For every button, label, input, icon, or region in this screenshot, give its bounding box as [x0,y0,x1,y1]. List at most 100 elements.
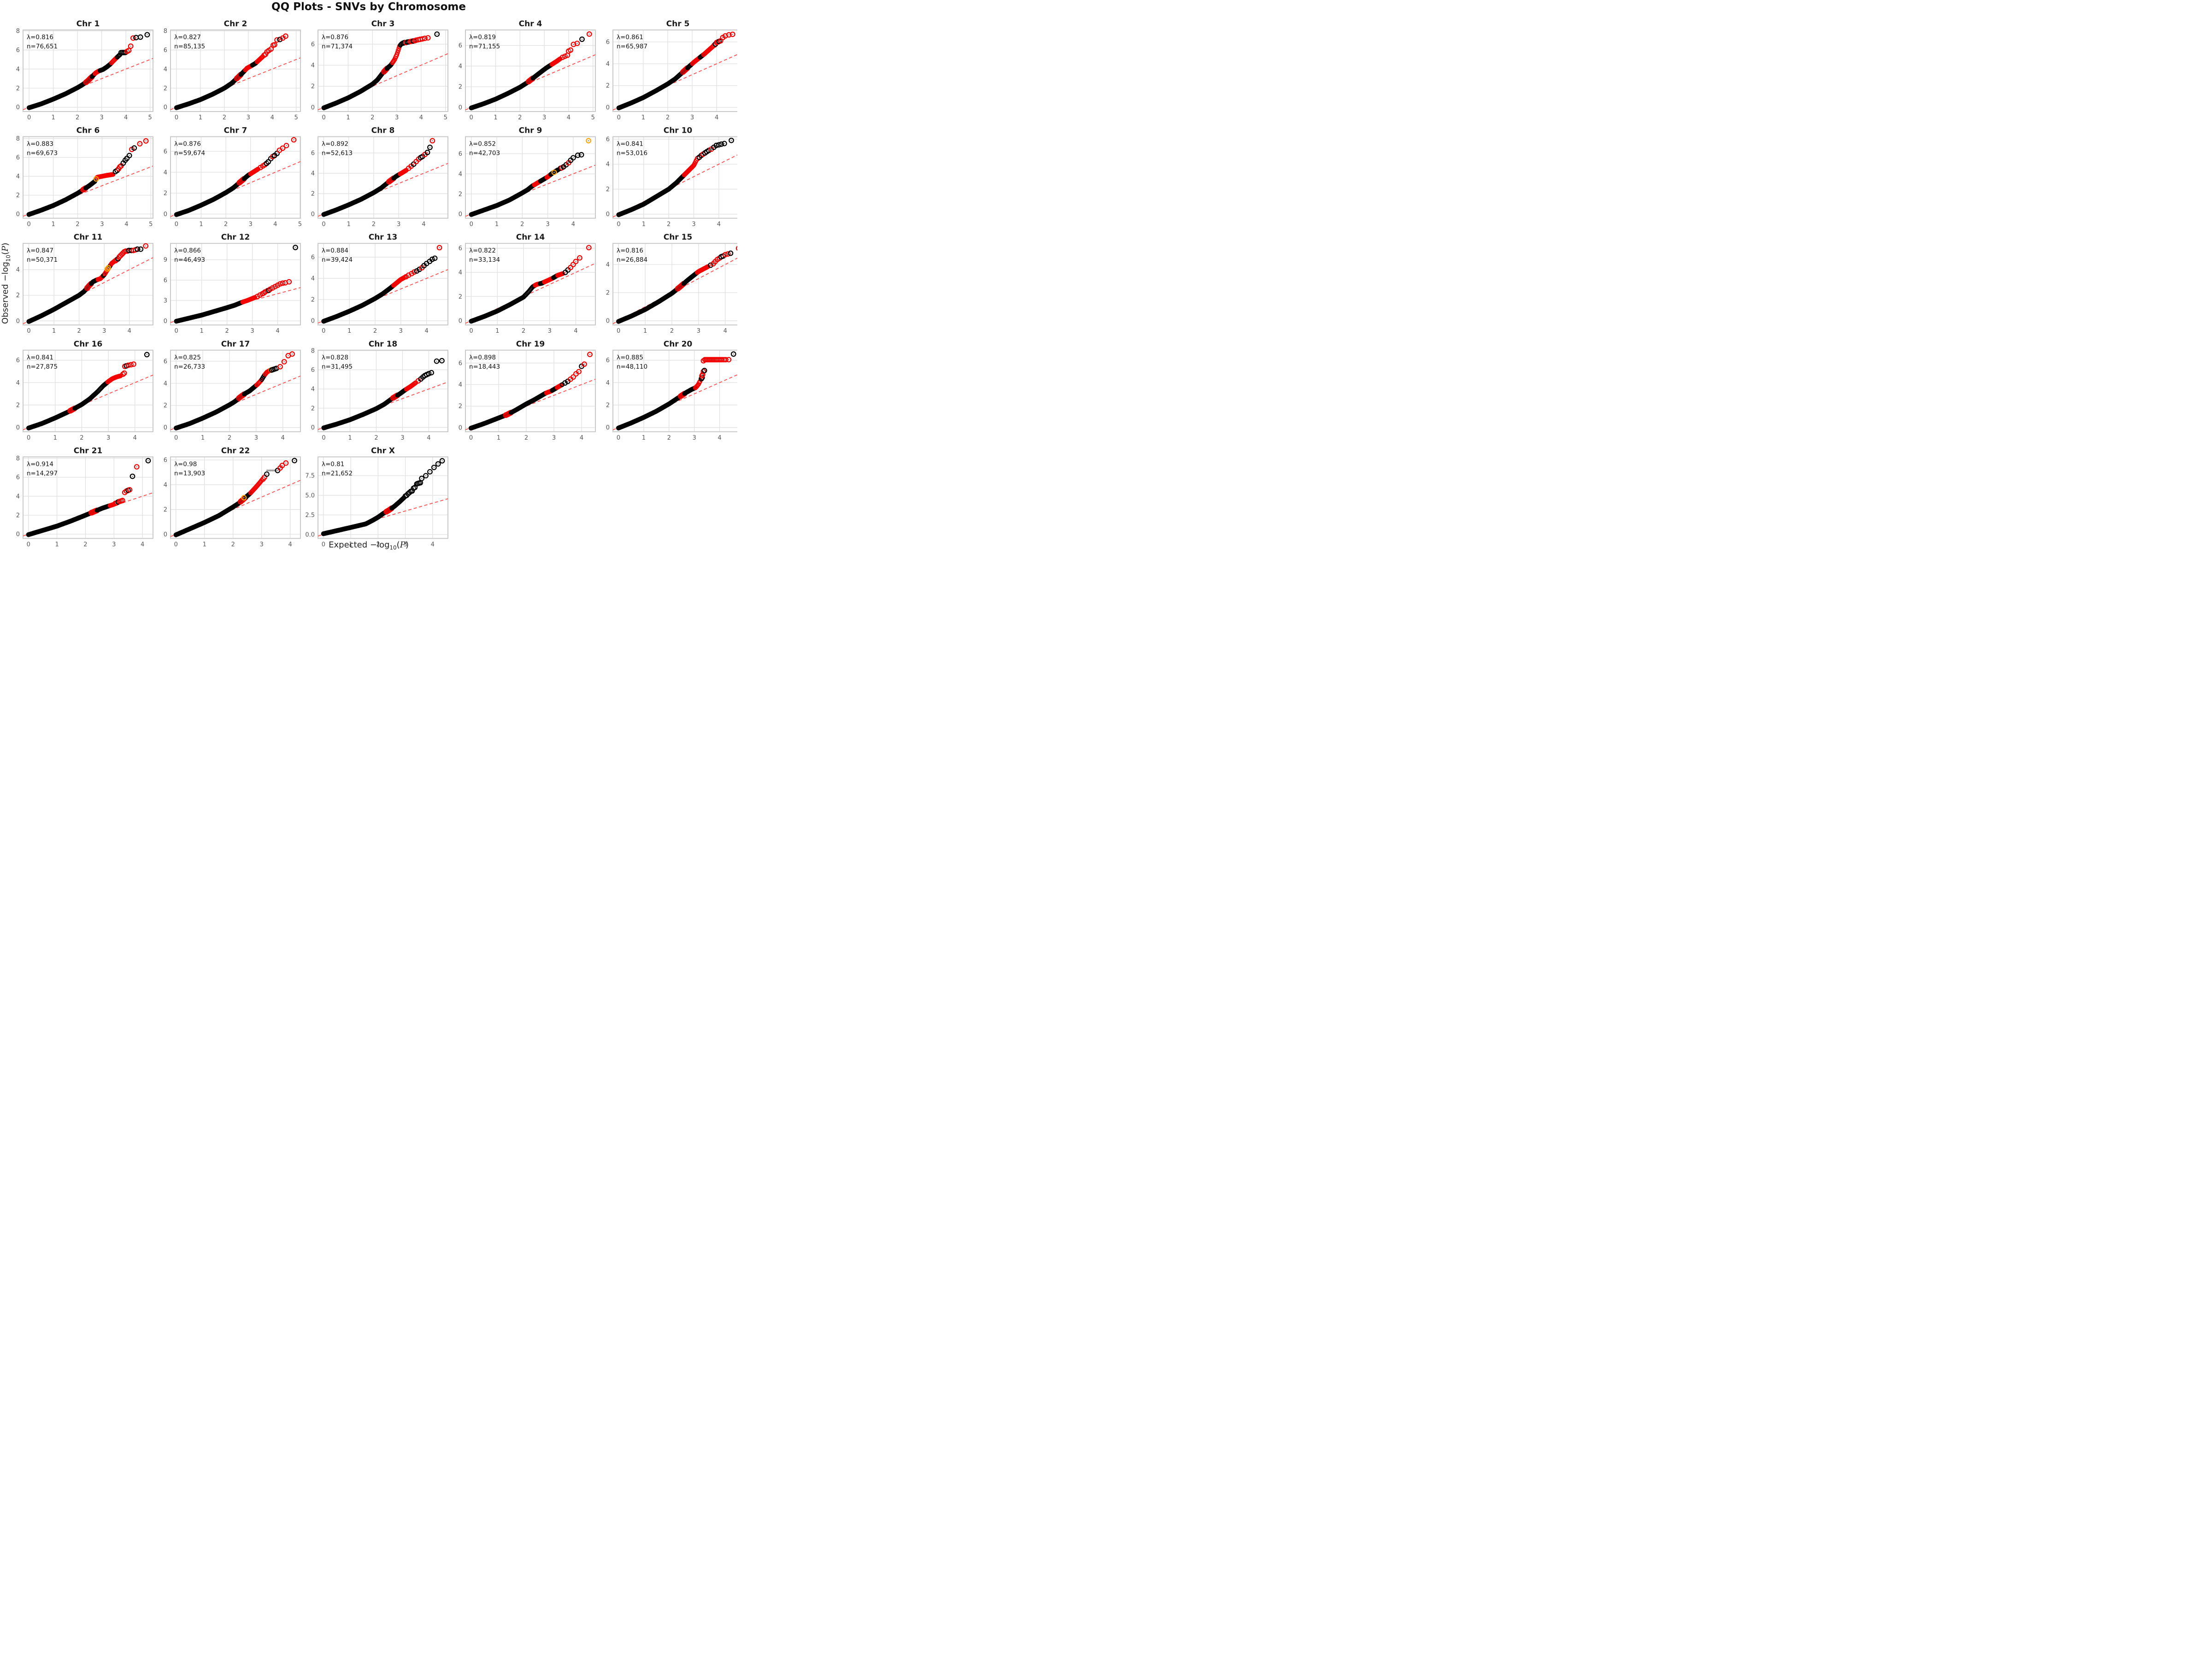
svg-text:7.5: 7.5 [305,473,315,480]
svg-text:1: 1 [346,114,350,121]
svg-text:0: 0 [459,211,462,218]
svg-text:2: 2 [80,435,83,441]
svg-text:0: 0 [27,435,30,441]
svg-text:4: 4 [16,267,20,274]
svg-text:2: 2 [164,402,167,409]
svg-text:2: 2 [16,85,20,92]
svg-text:1: 1 [495,328,499,335]
svg-text:2: 2 [606,186,610,193]
qq-subplot-chr-15: 0 1 2 3 4 0 2 4 Chr 15 λ=0.816 n=26,884 [606,233,737,335]
svg-text:0: 0 [606,211,610,218]
svg-text:4: 4 [281,435,285,441]
svg-text:2: 2 [606,402,610,409]
n-annotation: n=18,443 [469,363,500,371]
svg-text:0: 0 [606,424,610,431]
svg-text:2: 2 [522,328,525,335]
svg-text:4: 4 [16,173,20,180]
svg-text:6: 6 [459,42,462,49]
svg-text:3: 3 [164,298,167,305]
svg-text:1: 1 [642,221,646,228]
svg-text:4: 4 [141,541,144,548]
svg-text:4: 4 [715,114,718,121]
svg-text:1: 1 [200,328,203,335]
svg-text:2: 2 [16,402,20,409]
svg-text:4: 4 [288,541,292,548]
svg-text:8: 8 [16,28,20,35]
qq-subplot-chr-22: 0 1 2 3 4 0 2 4 6 Chr 22 λ=0.98 n=13,903 [164,446,301,548]
n-annotation: n=52,613 [322,150,353,157]
subplot-title: Chr 4 [519,19,542,29]
svg-text:0: 0 [617,221,620,228]
lambda-annotation: λ=0.816 [27,34,53,41]
qq-subplot-chr-16: 0 1 2 3 4 0 2 4 6 Chr 16 λ=0.841 n=27,875 [16,340,153,441]
svg-text:1: 1 [347,328,351,335]
lambda-annotation: λ=0.852 [469,141,496,148]
subplot-title: Chr 22 [221,446,250,455]
svg-text:0: 0 [27,221,31,228]
svg-text:6: 6 [459,360,462,367]
svg-text:0: 0 [617,114,621,121]
qq-subplot-chr-11: 0 1 2 3 4 0 2 4 Chr 11 λ=0.847 n=50,371 [16,233,153,335]
svg-text:2: 2 [224,221,228,228]
svg-text:0: 0 [16,211,20,218]
svg-text:2: 2 [459,191,462,198]
svg-text:3: 3 [247,114,250,121]
svg-text:4: 4 [311,276,315,282]
n-annotation: n=50,371 [27,256,58,264]
svg-text:1: 1 [349,541,353,548]
svg-text:6: 6 [16,47,20,54]
svg-text:4: 4 [606,380,610,387]
figure: QQ Plots - SNVs by Chromosome 0 1 2 3 4 5 0 2 4 6… [0,0,737,553]
svg-text:2: 2 [76,114,79,121]
svg-text:3: 3 [395,114,399,121]
svg-text:1: 1 [641,114,645,121]
svg-text:6: 6 [459,151,462,158]
svg-text:2: 2 [311,83,315,90]
svg-text:3: 3 [692,221,695,228]
n-annotation: n=31,495 [322,363,353,371]
svg-text:0: 0 [311,104,315,111]
subplot-title: Chr 7 [224,126,247,135]
svg-text:0: 0 [606,105,610,112]
n-annotation: n=76,651 [27,43,58,50]
lambda-annotation: λ=0.883 [27,141,53,148]
svg-text:2: 2 [520,221,524,228]
svg-text:4: 4 [567,114,571,121]
svg-text:6: 6 [16,474,20,481]
svg-text:1: 1 [203,541,206,548]
svg-text:1: 1 [52,328,56,335]
qq-subplot-chr-3: 0 1 2 3 4 5 0 2 4 6 Chr 3 λ=0.876 n=71,374 [311,19,448,121]
qq-subplot-chr-18: 0 1 2 3 4 0 2 4 6 8 Chr 18 λ=0.828 n=31,495 [311,340,448,441]
svg-text:6: 6 [606,357,610,364]
svg-text:4: 4 [128,328,131,335]
svg-text:1: 1 [642,435,646,441]
subplot-title: Chr 2 [224,19,247,29]
n-annotation: n=69,673 [27,150,58,157]
svg-text:0: 0 [470,221,473,228]
svg-text:8: 8 [164,28,167,35]
svg-text:0.0: 0.0 [305,531,315,538]
svg-text:3: 3 [112,541,116,548]
svg-text:6: 6 [16,357,20,364]
n-annotation: n=53,016 [617,150,647,157]
subplot-title: Chr 16 [74,340,103,349]
svg-text:0: 0 [322,221,325,228]
qq-subplot-chr-8: 0 1 2 3 4 0 2 4 6 Chr 8 λ=0.892 n=52,613 [311,126,448,228]
subplot-title: Chr 18 [369,340,398,349]
svg-text:3: 3 [548,328,552,335]
subplot-title: Chr 19 [516,340,545,349]
svg-text:2: 2 [459,403,462,410]
lambda-annotation: λ=0.827 [174,34,201,41]
svg-text:4: 4 [574,328,577,335]
svg-text:1: 1 [494,114,497,121]
svg-text:0: 0 [459,105,462,112]
svg-text:0: 0 [311,318,315,325]
lambda-annotation: λ=0.822 [469,247,496,254]
svg-text:0: 0 [27,114,31,121]
svg-text:6: 6 [311,41,315,48]
svg-text:2: 2 [606,290,610,297]
svg-text:3: 3 [400,435,404,441]
subplot-title: Chr 15 [664,233,693,242]
figure-title: QQ Plots - SNVs by Chromosome [271,1,466,13]
